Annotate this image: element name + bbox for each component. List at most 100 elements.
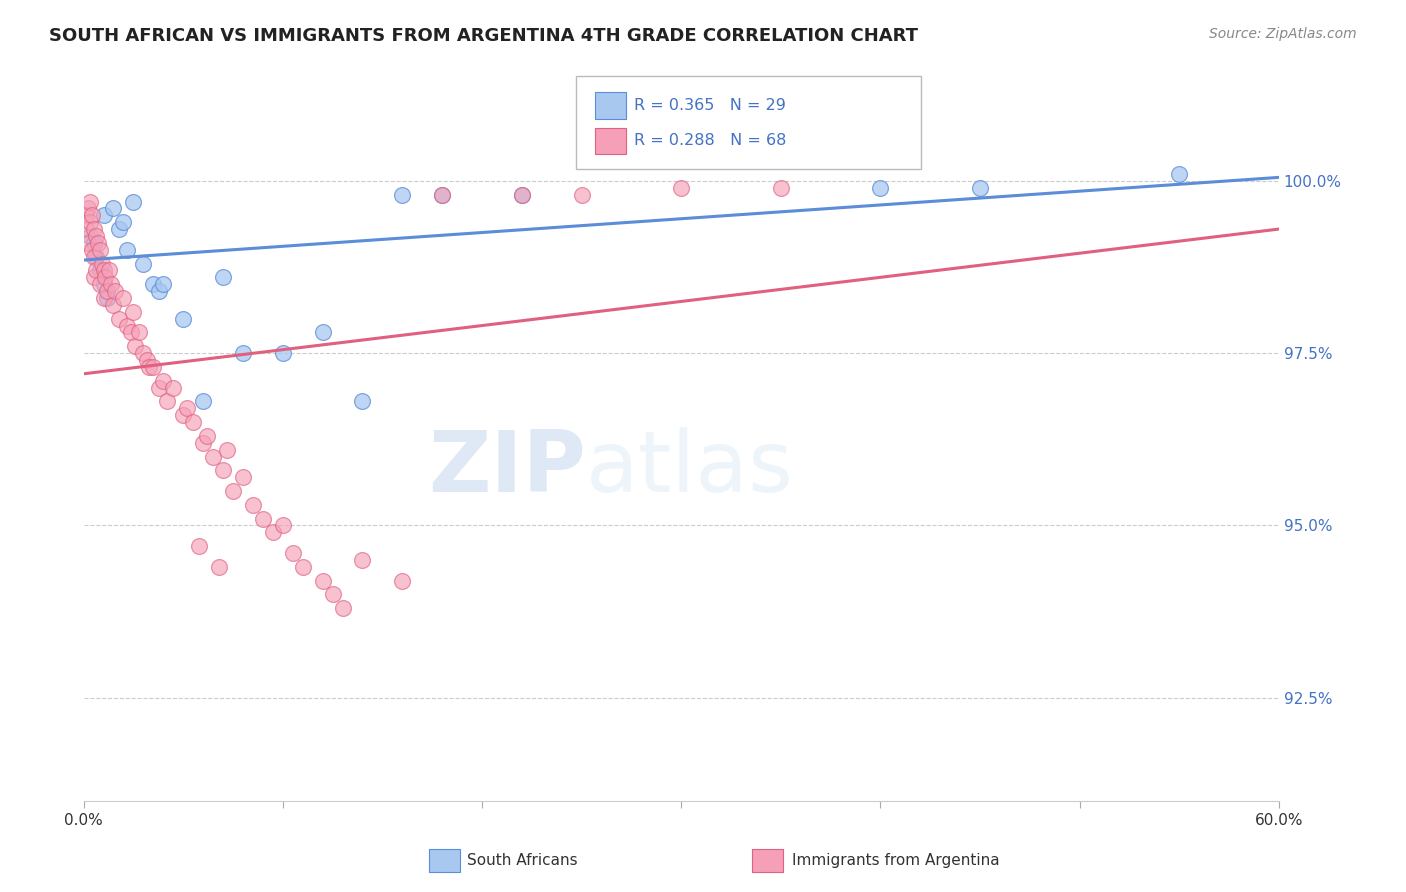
Point [132, 256, 155, 270]
Point [1168, 167, 1191, 181]
Point [322, 587, 344, 601]
Point [571, 187, 593, 202]
Point [311, 326, 333, 340]
Text: ZIP: ZIP [427, 426, 586, 509]
Point [83, 250, 105, 264]
Point [208, 559, 231, 574]
Point [136, 353, 159, 368]
Point [222, 483, 245, 498]
Point [232, 470, 254, 484]
Point [148, 381, 170, 395]
Point [271, 346, 294, 360]
Text: R = 0.365   N = 29: R = 0.365 N = 29 [634, 98, 786, 112]
Point [311, 574, 333, 588]
Point [79, 215, 101, 229]
Point [162, 381, 184, 395]
Point [152, 277, 174, 292]
Point [510, 187, 533, 202]
Point [212, 463, 235, 477]
Point [191, 394, 214, 409]
Point [869, 180, 891, 194]
Point [103, 298, 125, 312]
Point [172, 311, 194, 326]
Point [93, 208, 115, 222]
Point [112, 215, 135, 229]
Y-axis label: 4th Grade: 4th Grade [42, 401, 58, 478]
Point [769, 180, 792, 194]
Point [176, 401, 198, 416]
Point [172, 408, 194, 422]
Point [76, 202, 98, 216]
Point [271, 518, 294, 533]
Point [79, 229, 101, 244]
Point [75, 222, 97, 236]
Point [191, 435, 214, 450]
Point [181, 415, 204, 429]
Point [332, 601, 354, 615]
Point [83, 235, 105, 250]
Point [391, 187, 413, 202]
Point [142, 359, 165, 374]
Point [291, 559, 314, 574]
Point [93, 277, 115, 292]
Point [969, 180, 991, 194]
Point [148, 284, 170, 298]
Point [94, 270, 117, 285]
Point [100, 277, 122, 292]
Text: South Africans: South Africans [467, 854, 578, 868]
Point [122, 305, 145, 319]
Point [86, 235, 108, 250]
Point [84, 250, 107, 264]
Point [90, 256, 112, 270]
Point [84, 229, 107, 244]
Point [89, 243, 111, 257]
Point [432, 187, 454, 202]
Point [671, 180, 693, 194]
Point [103, 202, 125, 216]
Point [93, 263, 115, 277]
Point [93, 291, 115, 305]
Point [242, 498, 264, 512]
Point [84, 263, 107, 277]
Point [212, 270, 235, 285]
Point [252, 511, 274, 525]
Point [128, 326, 150, 340]
Point [96, 291, 118, 305]
Point [120, 326, 142, 340]
Point [98, 263, 121, 277]
Point [152, 374, 174, 388]
Point [432, 187, 454, 202]
Text: Source: ZipAtlas.com: Source: ZipAtlas.com [1209, 27, 1357, 41]
Point [89, 263, 111, 277]
Point [188, 539, 211, 553]
Point [108, 311, 131, 326]
Point [352, 394, 374, 409]
Point [195, 429, 218, 443]
Text: atlas: atlas [586, 426, 793, 509]
Point [138, 359, 160, 374]
Point [108, 222, 131, 236]
Point [124, 339, 146, 353]
Point [122, 194, 145, 209]
Point [215, 442, 238, 457]
Point [132, 346, 155, 360]
Point [156, 394, 179, 409]
Point [117, 318, 139, 333]
Text: R = 0.288   N = 68: R = 0.288 N = 68 [634, 134, 786, 148]
Point [112, 291, 135, 305]
Point [281, 546, 304, 560]
Point [202, 450, 225, 464]
Point [79, 194, 101, 209]
Point [391, 574, 413, 588]
Point [104, 284, 127, 298]
Point [76, 235, 98, 250]
Point [262, 525, 284, 540]
Text: SOUTH AFRICAN VS IMMIGRANTS FROM ARGENTINA 4TH GRADE CORRELATION CHART: SOUTH AFRICAN VS IMMIGRANTS FROM ARGENTI… [49, 27, 918, 45]
Point [352, 553, 374, 567]
Point [232, 346, 254, 360]
Point [80, 208, 103, 222]
Point [75, 208, 97, 222]
Point [83, 222, 105, 236]
Point [117, 243, 139, 257]
Point [142, 277, 165, 292]
